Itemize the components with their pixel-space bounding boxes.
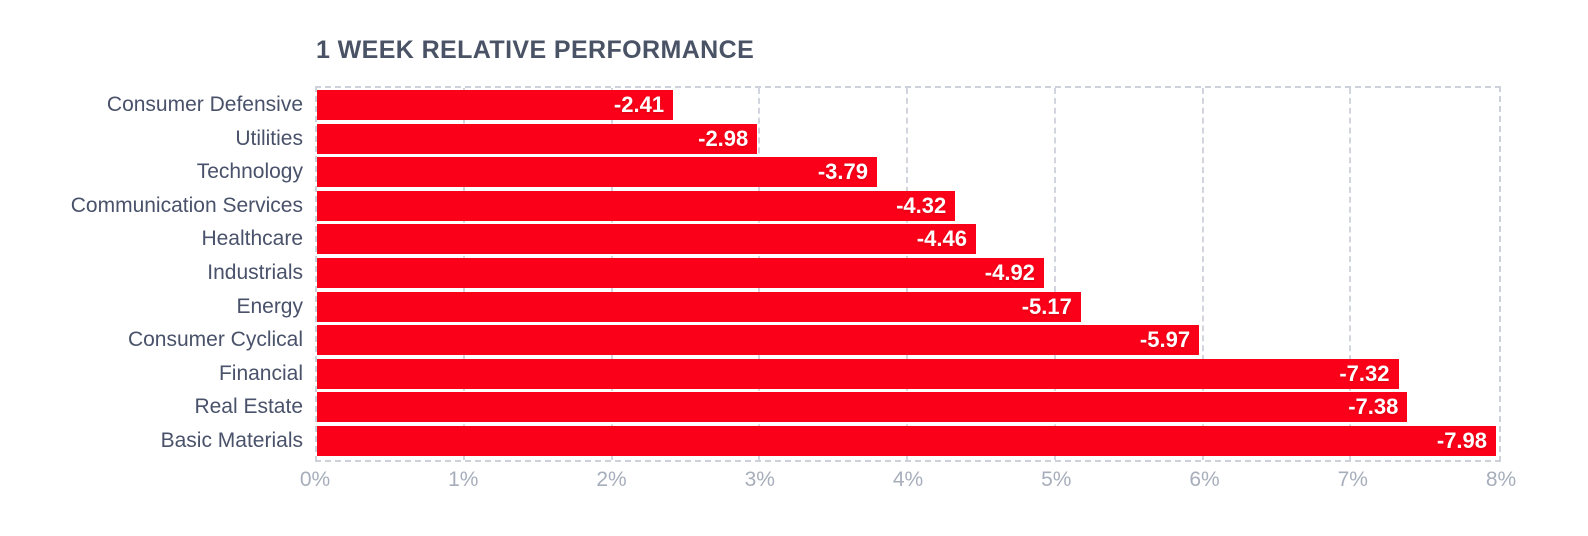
category-label-basic-materials: Basic Materials: [160, 429, 303, 452]
bar-value-label: -5.17: [1021, 293, 1072, 319]
bar-value-label: -7.98: [1436, 428, 1488, 453]
bar-value-label: -4.46: [916, 226, 967, 252]
x-tick-8%: 8%: [1485, 468, 1517, 491]
gridline-6%: [1201, 88, 1204, 460]
x-tick-7%: 7%: [1337, 468, 1368, 491]
x-tick-5%: 5%: [1041, 468, 1072, 491]
gridline-7%: [1349, 88, 1352, 460]
bar-value-label: -4.32: [896, 192, 947, 218]
category-label-healthcare: Healthcare: [201, 227, 303, 251]
bar-technology: -3.79: [317, 157, 877, 188]
bar-real-estate: -7.38: [317, 392, 1408, 423]
x-tick-0%: 0%: [299, 468, 331, 491]
category-label-technology: Technology: [196, 160, 303, 184]
bar-consumer-cyclical: -5.97: [317, 325, 1200, 356]
category-axis: Consumer Defensive Utilities Technology Com…: [0, 88, 303, 460]
bar-value-label: -2.41: [613, 92, 665, 117]
bar-value-label: -4.92: [984, 260, 1035, 285]
x-axis: 0% 1% 2% 3% 4% 5% 6% 7% 8%: [300, 468, 1516, 498]
x-tick-2%: 2%: [596, 468, 627, 491]
bar-value-label: -7.38: [1348, 394, 1399, 420]
category-label-industrials: Industrials: [207, 261, 303, 284]
category-label-energy: Energy: [236, 294, 303, 318]
category-label-real-estate: Real Estate: [194, 395, 303, 419]
x-tick-6%: 6%: [1189, 468, 1220, 491]
category-label-utilities: Utilities: [235, 126, 303, 150]
x-tick-4%: 4%: [892, 468, 924, 491]
bar-value-label: -5.97: [1139, 327, 1191, 353]
bar-financial: -7.32: [317, 358, 1399, 389]
bar-energy: -5.17: [317, 291, 1081, 322]
category-label-financial: Financial: [218, 361, 303, 385]
bar-utilities: -2.98: [317, 123, 758, 154]
bar-healthcare: -4.46: [317, 224, 976, 255]
gridline-5%: [1053, 88, 1056, 460]
bar-value-label: -3.79: [817, 159, 868, 185]
category-label-consumer-cyclical: Consumer Cyclical: [127, 328, 303, 352]
chart-title: 1 WEEK RELATIVE PERFORMANCE: [316, 36, 755, 64]
bars-layer: -2.41 -2.98 -3.79 -4.32 -4.46 -4.92 -5.17 -5.97…: [317, 88, 1499, 460]
bar-communication-services: -4.32: [317, 190, 956, 221]
bar-consumer-defensive: -2.41: [317, 90, 674, 120]
bar-value-label: -2.98: [698, 125, 749, 151]
x-tick-1%: 1%: [448, 468, 479, 491]
x-tick-3%: 3%: [744, 468, 775, 491]
category-label-communication-services: Communication Services: [70, 193, 303, 217]
bar-industrials: -4.92: [317, 258, 1044, 288]
category-label-consumer-defensive: Consumer Defensive: [106, 93, 303, 116]
bar-value-label: -7.32: [1339, 360, 1390, 386]
bar-basic-materials: -7.98: [317, 426, 1497, 456]
